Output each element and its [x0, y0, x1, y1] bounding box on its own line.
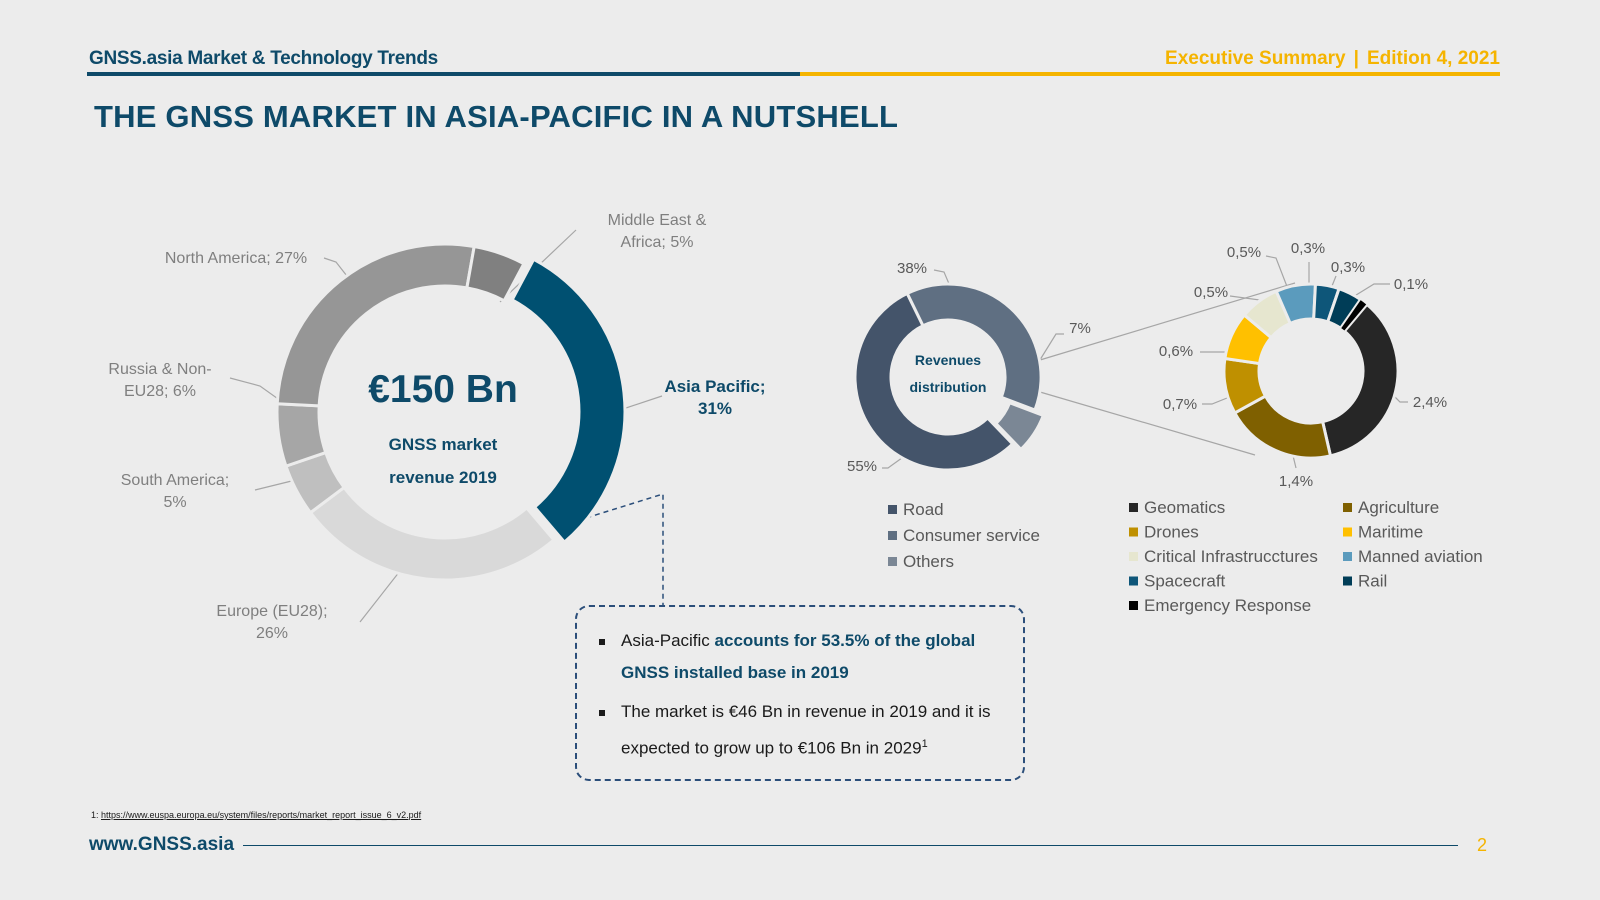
market-donut	[275, 242, 627, 582]
callout-connector	[560, 492, 664, 605]
legend-agriculture: Agriculture	[1358, 498, 1439, 517]
label-maritime: 0,6%	[1159, 343, 1193, 360]
callout-bullet-1-highlight: accounts for 53.5% of the global GNSS in…	[621, 631, 976, 682]
legend-manned-aviation-swatch	[1343, 552, 1352, 561]
label-spacecraft: 0,3%	[1291, 240, 1325, 257]
footnote: 1: https://www.euspa.europa.eu/system/fi…	[91, 810, 421, 820]
legend-emergency-response-swatch	[1129, 601, 1138, 610]
footer-rule	[243, 845, 1458, 846]
label-middle-east-africa: Africa; 5%	[621, 234, 694, 251]
slice-europe-eu28	[308, 485, 556, 582]
chart-legends: Road Consumer service Others Geomatics Agric…	[888, 498, 1483, 615]
header-title: GNSS.asia Market & Technology Trends	[89, 48, 438, 69]
label-russia-non-eu28: EU28; 6%	[124, 383, 196, 400]
header-separator: |	[1353, 48, 1359, 69]
callout-box: Asia-Pacific accounts for 53.5% of the g…	[575, 605, 1025, 781]
label-consumer-service: 38%	[897, 260, 927, 277]
legend-others: Others	[903, 552, 954, 571]
footer-site-link[interactable]: www.GNSS.asia	[89, 834, 235, 855]
revenue-donut	[853, 282, 1046, 472]
label-geomatics: 2,4%	[1413, 394, 1447, 411]
rev-caption-2: distribution	[910, 379, 987, 395]
legend-critical-infrastrucctures: Critical Infrastrucctures	[1144, 547, 1318, 566]
legend-geomatics-swatch	[1129, 503, 1138, 512]
header-rule-yellow	[800, 72, 1500, 76]
footnote-link[interactable]: https://www.euspa.europa.eu/system/files…	[101, 810, 422, 820]
label-south-america: 5%	[163, 494, 186, 511]
others-breakdown-donut	[1222, 282, 1400, 460]
label-south-america: South America;	[121, 472, 230, 489]
chart-labels: €150 Bn GNSS market revenue 2019 Asia Pacif…	[108, 212, 1447, 642]
legend-spacecraft-swatch	[1129, 576, 1138, 586]
legend-maritime-swatch	[1343, 527, 1352, 537]
center-caption-2: revenue 2019	[389, 468, 497, 487]
footnote-ref: 1	[921, 738, 928, 750]
callout-list: Asia-Pacific accounts for 53.5% of the g…	[599, 625, 999, 772]
legend-maritime: Maritime	[1358, 523, 1423, 542]
legend-emergency-response: Emergency Response	[1144, 596, 1311, 615]
label-middle-east-africa: Middle East &	[608, 212, 707, 229]
label-asia-pacific: 31%	[698, 399, 732, 418]
label-asia-pacific: Asia Pacific;	[664, 377, 765, 396]
header-rule-blue	[87, 72, 800, 76]
label-critical-infrastrucctures: 0,5%	[1194, 284, 1228, 301]
legend-drones-swatch	[1129, 527, 1138, 537]
slide-title: THE GNSS MARKET IN ASIA-PACIFIC IN A NUT…	[94, 99, 899, 134]
legend-critical-infrastrucctures-swatch	[1129, 552, 1138, 561]
legend-manned-aviation: Manned aviation	[1358, 547, 1483, 566]
legend-consumer-service-swatch	[888, 531, 897, 540]
legend-agriculture-swatch	[1343, 503, 1352, 512]
footnote-prefix: 1:	[91, 810, 102, 820]
label-rail: 0,3%	[1331, 259, 1365, 276]
rev-caption-1: Revenues	[915, 352, 981, 368]
legend-spacecraft: Spacecraft	[1144, 572, 1226, 591]
slice-middle-east-africa	[465, 244, 526, 303]
label-europe-eu28: 26%	[256, 625, 288, 642]
leader-line	[1039, 391, 1256, 456]
legend-consumer-service: Consumer service	[903, 526, 1040, 545]
page-number: 2	[1477, 835, 1488, 855]
leader-line	[1039, 282, 1296, 361]
label-others: 7%	[1069, 320, 1091, 337]
leader-line	[1202, 395, 1233, 405]
label-manned-aviation: 0,5%	[1227, 244, 1261, 261]
header-edition: Executive Summary | Edition 4, 2021	[1165, 48, 1500, 70]
label-agriculture: 1,4%	[1279, 473, 1313, 490]
slice-emergency-response	[1339, 298, 1368, 332]
center-caption-1: GNSS market	[389, 435, 498, 454]
legend-rail: Rail	[1358, 572, 1387, 591]
label-russia-non-eu28: Russia & Non-	[108, 361, 211, 378]
callout-bullet-1-plain: Asia-Pacific	[621, 631, 715, 650]
header-edition-text: Edition 4, 2021	[1366, 48, 1500, 69]
callout-bullet-2-text: The market is €46 Bn in revenue in 2019 …	[621, 702, 991, 758]
callout-bullet-1: Asia-Pacific accounts for 53.5% of the g…	[599, 625, 999, 689]
callout-bullet-2: The market is €46 Bn in revenue in 2019 …	[599, 696, 999, 765]
legend-drones: Drones	[1144, 523, 1199, 542]
label-emergency-response: 0,1%	[1394, 276, 1428, 293]
leader-line	[1347, 283, 1390, 301]
legend-road-swatch	[888, 505, 897, 514]
slice-consumer-service	[905, 282, 1043, 412]
legend-geomatics: Geomatics	[1144, 498, 1225, 517]
label-drones: 0,7%	[1163, 396, 1197, 413]
label-north-america: North America; 27%	[165, 250, 307, 267]
header-section: Executive Summary	[1165, 48, 1346, 69]
legend-rail-swatch	[1343, 576, 1352, 586]
label-road: 55%	[847, 458, 877, 475]
legend-road: Road	[903, 500, 944, 519]
slice-geomatics	[1320, 302, 1400, 458]
label-europe-eu28: Europe (EU28);	[216, 603, 327, 620]
center-value: €150 Bn	[368, 368, 518, 411]
slice-asia-pacific	[510, 257, 627, 545]
legend-others-swatch	[888, 557, 897, 566]
slice-road	[853, 291, 1015, 472]
slice-others	[993, 400, 1046, 452]
